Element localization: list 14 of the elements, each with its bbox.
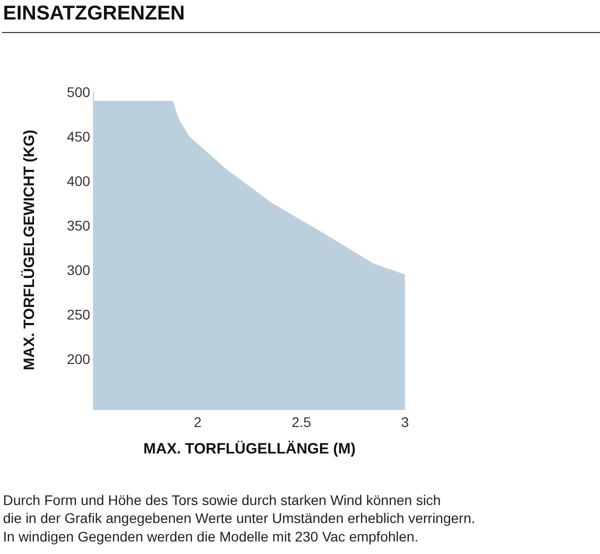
text: Durch Form und Höhe des Tors sowie durch starken Wind können sich die in der Grafik angegebenen Werte unter Umständen erheblich verringern. In windigen Gegenden werden die Modelle mit 230 Vac empfohlen.: [3, 492, 476, 544]
chart-title: EINSATZGRENZEN: [3, 2, 185, 25]
y-tick-label: 500: [66, 84, 90, 100]
x-axis-title: MAX. TORFLÜGELLÄNGE (M): [143, 440, 356, 458]
y-tick-label: 400: [66, 172, 90, 189]
x-tick-label: 3: [401, 414, 410, 430]
x-tick-label: 2: [194, 414, 202, 430]
y-axis-title: MAX. TORFLÜGELGEWICHT (KG): [21, 130, 38, 370]
y-tick-label: 200: [66, 350, 90, 367]
y-tick-label: 350: [66, 217, 90, 234]
y-tick-label: 300: [66, 262, 90, 278]
x-tick-label: 2.5: [292, 414, 312, 430]
y-tick-label: 450: [66, 128, 90, 144]
y-tick-label: 250: [66, 306, 90, 322]
